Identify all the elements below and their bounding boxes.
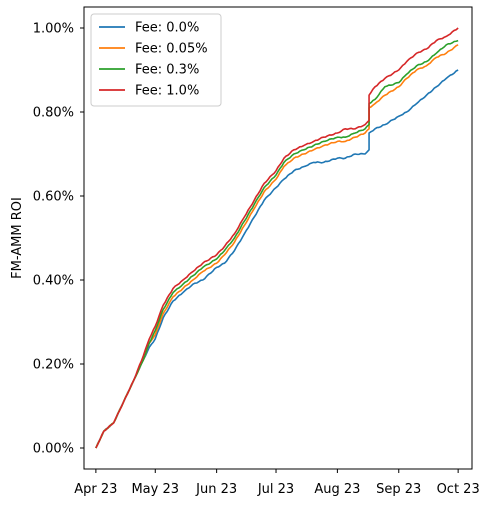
series-line (95, 39, 459, 449)
legend-box (90, 13, 222, 107)
x-tick-label: May 23 (131, 482, 179, 497)
series-line (95, 27, 459, 449)
legend-label: Fee: 1.0% (135, 84, 199, 99)
y-tick-label: 0.00% (33, 442, 74, 457)
y-tick-label: 0.60% (33, 190, 74, 205)
y-tick-label: 1.00% (33, 22, 74, 37)
series-line (95, 44, 459, 449)
series-layer (95, 27, 459, 449)
x-tick-label: Aug 23 (314, 482, 360, 497)
x-tick-label: Jul 23 (257, 482, 294, 497)
x-tick-label: Oct 23 (437, 482, 480, 497)
y-tick-label: 0.40% (33, 274, 74, 289)
x-tick-label: Apr 23 (74, 482, 117, 497)
x-tick-label: Jun 23 (195, 482, 237, 497)
legend-label: Fee: 0.0% (135, 21, 199, 36)
y-tick-label: 0.80% (33, 106, 74, 121)
legend-label: Fee: 0.3% (135, 63, 199, 78)
y-tick-label: 0.20% (33, 358, 74, 373)
legend-label: Fee: 0.05% (135, 42, 208, 57)
x-tick-label: Sep 23 (376, 482, 421, 497)
legend: Fee: 0.0% Fee: 0.05% Fee: 0.3% Fee: 1.0% (90, 13, 222, 107)
y-axis-label: FM-AMM ROI (10, 197, 25, 279)
plot-frame (83, 6, 473, 470)
series-line (95, 69, 459, 449)
x-axis: Apr 23 May 23 Jun 23 Jul 23 Aug 23 Sep 23 Oct … (74, 469, 480, 497)
y-axis: 0.00% 0.20% 0.40% 0.60% 0.80% 1.00% (33, 22, 84, 457)
